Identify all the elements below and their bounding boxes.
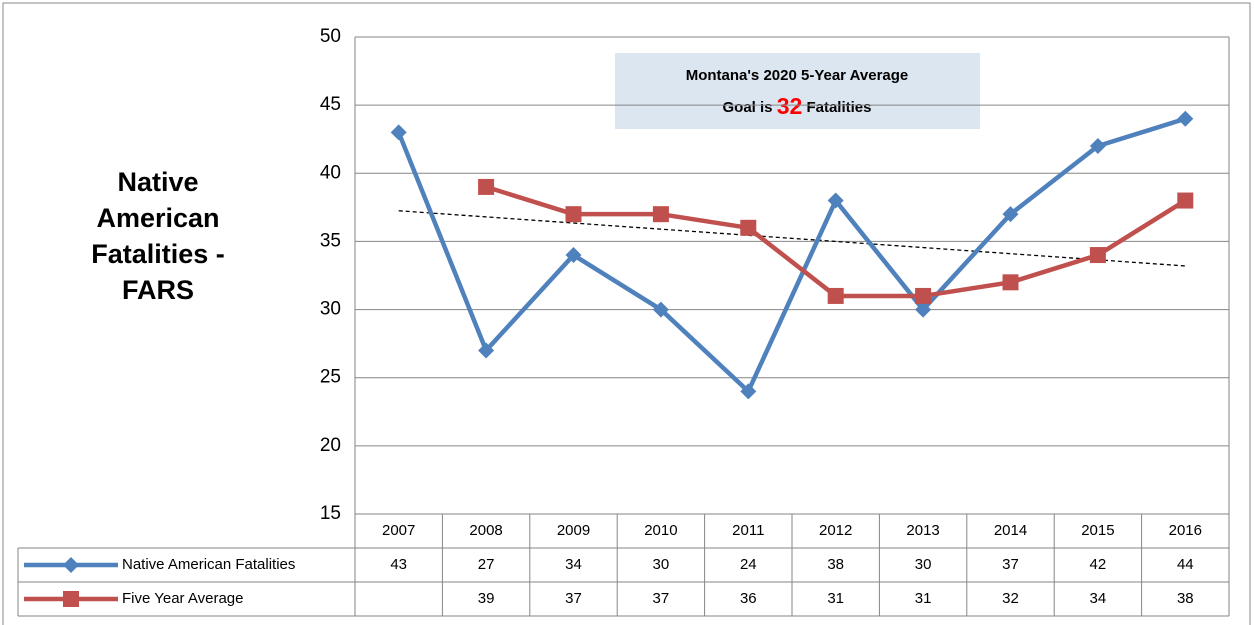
trendline — [398, 210, 1186, 267]
annotation-box — [615, 53, 980, 129]
table-value: 24 — [740, 556, 757, 573]
marker — [1177, 192, 1194, 209]
marker — [915, 287, 932, 304]
table-value: 37 — [653, 590, 670, 607]
marker — [915, 301, 932, 318]
y-axis-title: Fatalities - — [91, 239, 225, 269]
table-value: 31 — [915, 590, 932, 607]
x-tick-label: 2007 — [382, 522, 415, 539]
x-tick-label: 2014 — [994, 522, 1027, 539]
table-value: 38 — [827, 556, 844, 573]
marker — [827, 287, 844, 304]
table-value: 30 — [915, 556, 932, 573]
marker — [390, 124, 407, 141]
y-axis-title: American — [96, 203, 219, 233]
marker — [1089, 247, 1106, 264]
table-value: 34 — [1090, 590, 1107, 607]
y-tick-label: 25 — [320, 367, 341, 388]
table-value: 27 — [478, 556, 495, 573]
y-tick-label: 40 — [320, 162, 341, 183]
legend-label: Native American Fatalities — [122, 556, 295, 573]
marker — [565, 247, 582, 264]
annotation-text: Fatalities — [806, 99, 871, 116]
marker — [827, 192, 844, 209]
y-tick-label: 35 — [320, 230, 341, 251]
x-tick-label: 2008 — [469, 522, 502, 539]
table-value: 43 — [390, 556, 407, 573]
y-tick-label: 45 — [320, 94, 341, 115]
legend-label: Five Year Average — [122, 590, 243, 607]
x-tick-label: 2012 — [819, 522, 852, 539]
x-tick-label: 2011 — [732, 522, 764, 539]
marker — [652, 301, 669, 318]
y-tick-label: 15 — [320, 503, 341, 524]
table-value: 44 — [1177, 556, 1194, 573]
annotation-line: Montana's 2020 5-Year Average — [686, 67, 909, 84]
marker — [478, 342, 495, 359]
marker — [1002, 274, 1019, 291]
x-tick-label: 2009 — [557, 522, 590, 539]
table-value: 42 — [1090, 556, 1107, 573]
marker — [740, 383, 757, 400]
x-tick-label: 2013 — [906, 522, 939, 539]
marker — [1089, 138, 1106, 155]
table-value: 37 — [565, 590, 582, 607]
y-axis-title: Native — [117, 167, 198, 197]
table-value: 31 — [827, 590, 844, 607]
table-value: 38 — [1177, 590, 1194, 607]
y-tick-label: 30 — [320, 299, 341, 320]
marker — [478, 178, 495, 195]
annotation-line: Goal is 32 Fatalities — [723, 93, 872, 119]
series-line — [396, 116, 1186, 394]
y-tick-label: 50 — [320, 26, 341, 47]
legend-marker — [63, 557, 79, 573]
table-value: 32 — [1002, 590, 1019, 607]
legend-marker — [63, 591, 79, 607]
table-value: 34 — [565, 556, 582, 573]
y-axis-title: FARS — [122, 275, 194, 305]
y-tick-label: 20 — [320, 435, 341, 456]
x-tick-label: 2010 — [644, 522, 677, 539]
marker — [740, 219, 757, 236]
marker — [1177, 110, 1194, 127]
table-value: 30 — [653, 556, 670, 573]
annotation-text: Goal is — [723, 99, 773, 116]
table-value: 36 — [740, 590, 757, 607]
annotation-goal: 32 — [777, 93, 803, 119]
x-tick-label: 2016 — [1169, 522, 1202, 539]
x-tick-label: 2015 — [1081, 522, 1114, 539]
marker — [565, 206, 582, 223]
table-value: 37 — [1002, 556, 1019, 573]
table-value: 39 — [478, 590, 495, 607]
marker — [1002, 206, 1019, 223]
marker — [652, 206, 669, 223]
